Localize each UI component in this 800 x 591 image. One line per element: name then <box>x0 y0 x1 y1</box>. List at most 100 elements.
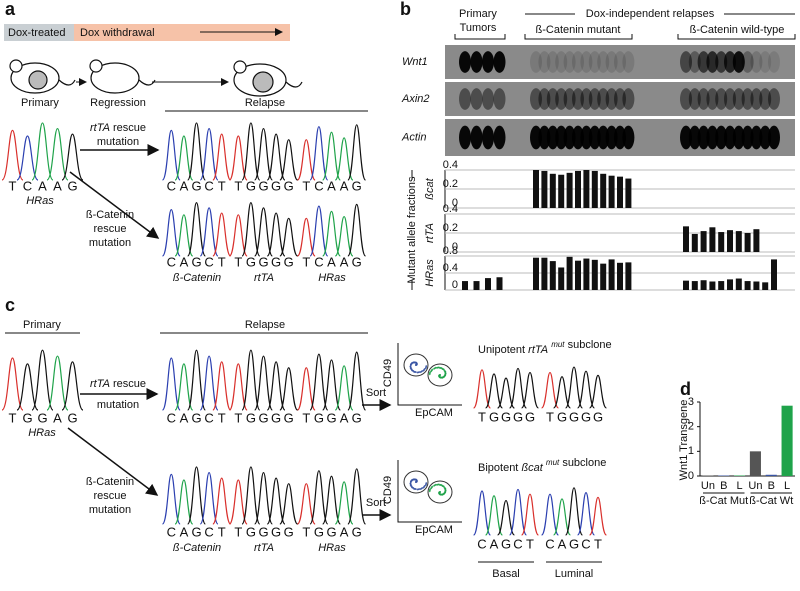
bracket <box>524 34 633 40</box>
bar <box>608 175 615 208</box>
bar <box>600 263 607 290</box>
base-letter: G <box>246 178 256 193</box>
trace-peak <box>187 202 206 257</box>
y-tick-label: 0.8 <box>443 245 458 257</box>
label-part: mut <box>546 458 560 467</box>
blot-label: Axin2 <box>401 93 430 105</box>
blot-band <box>706 51 719 73</box>
bar <box>566 172 573 208</box>
y-tick-label: 3 <box>688 396 694 408</box>
label: rescue <box>93 490 126 502</box>
bar <box>691 233 698 252</box>
base-letter: G <box>22 410 32 425</box>
base-letter: G <box>67 178 77 193</box>
bar <box>765 474 777 476</box>
flow-event <box>436 366 438 369</box>
blot-band <box>605 88 618 110</box>
trace-peak <box>241 349 261 411</box>
blot-band <box>563 125 576 150</box>
bar <box>617 262 623 290</box>
trace-peak <box>322 210 341 257</box>
trace-peak <box>174 479 194 525</box>
trace-peak <box>541 371 559 409</box>
bracket <box>454 34 506 40</box>
flow-event <box>418 488 421 490</box>
blot-band <box>622 88 635 110</box>
gene-label: rtTA <box>254 542 274 554</box>
gate <box>427 480 453 504</box>
base-letter: C <box>314 178 323 193</box>
base-letter: G <box>271 524 281 539</box>
trace-peak <box>212 212 232 257</box>
blot-band <box>697 125 710 150</box>
blot-band <box>555 88 568 110</box>
blot-band <box>588 88 601 110</box>
blot-band <box>580 88 593 110</box>
flow-event <box>425 365 428 367</box>
base-letter: G <box>352 178 362 193</box>
blot-band <box>706 125 719 150</box>
base-letter: T <box>302 254 310 269</box>
trace-peak <box>279 217 299 257</box>
base-letter: G <box>326 524 336 539</box>
base-letter: G <box>314 410 324 425</box>
blot-band <box>697 51 710 73</box>
flow-axis-label: EpCAM <box>415 407 453 419</box>
blot-band <box>741 88 754 110</box>
base-letter: A <box>38 178 47 193</box>
label: Sort <box>366 387 386 399</box>
label-part: rtTA <box>90 378 110 390</box>
x-tick-label: Un <box>748 480 762 492</box>
bar <box>771 259 777 290</box>
base-letter: T <box>302 178 310 193</box>
trace-peak <box>1 129 24 181</box>
label: mutation <box>97 399 139 411</box>
flow-event <box>410 368 413 371</box>
base-letter: A <box>53 178 62 193</box>
flow-event <box>421 370 424 372</box>
trace-peak <box>589 374 607 409</box>
base-letter: C <box>314 254 323 269</box>
label: mutation <box>89 504 131 516</box>
base-letter: C <box>167 254 176 269</box>
trace-peak <box>296 139 316 181</box>
flow-axis-label: CD49 <box>382 476 394 504</box>
trace-peak <box>161 208 181 257</box>
bar <box>608 259 615 290</box>
series-label: rtTA <box>424 223 436 243</box>
blot-band <box>614 125 626 150</box>
flow-event <box>410 485 413 488</box>
base-letter: G <box>271 410 281 425</box>
blot-band <box>546 88 559 110</box>
trace-peak <box>309 126 329 181</box>
base-letter: G <box>352 410 362 425</box>
base-letter: G <box>67 410 77 425</box>
trace-peak <box>212 133 232 181</box>
trace-peak <box>541 493 559 536</box>
bar <box>558 174 565 208</box>
blot-band <box>482 88 494 110</box>
bar <box>533 170 539 208</box>
flow-axes <box>397 460 462 523</box>
base-letter: G <box>246 410 256 425</box>
trace-peak <box>279 367 299 411</box>
label-part: rtTA <box>528 344 548 356</box>
blot-band <box>538 88 551 110</box>
bar <box>549 261 556 290</box>
flow-event <box>438 367 441 369</box>
trace-peak <box>174 135 194 181</box>
label: ß-Catenin mutant <box>536 24 621 36</box>
flow-event <box>438 492 441 494</box>
base-letter: T <box>234 178 242 193</box>
dox-treated-box <box>4 24 74 41</box>
blot-band <box>597 88 610 110</box>
base-letter: C <box>581 536 590 551</box>
trace-peak <box>266 212 286 257</box>
bar <box>575 260 581 290</box>
flow-event <box>444 488 447 491</box>
trace-peak <box>347 203 367 257</box>
label: Basal <box>492 568 520 580</box>
bar <box>462 281 468 290</box>
trace-peak <box>347 124 367 181</box>
flow-event <box>423 368 426 370</box>
